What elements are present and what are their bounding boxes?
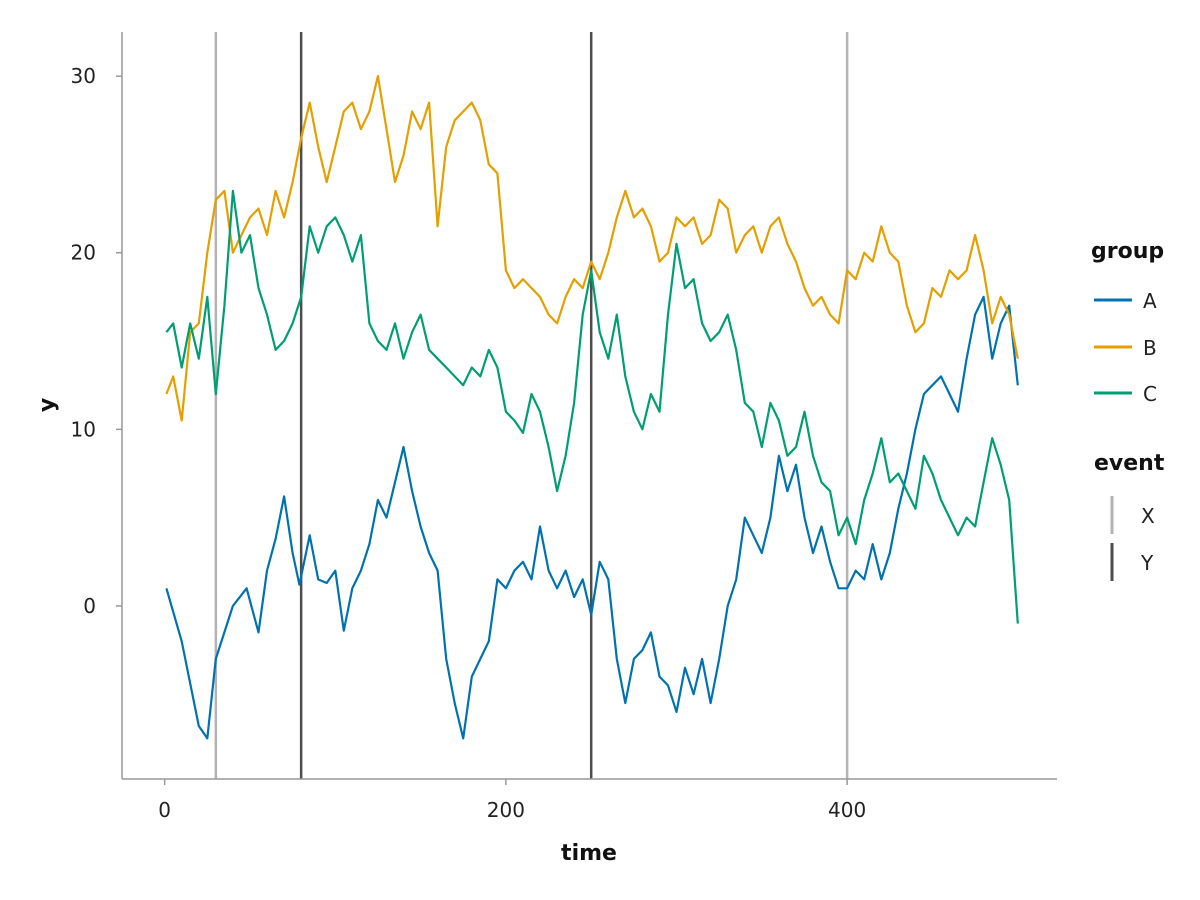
legend-label-b: B (1143, 336, 1157, 360)
series-line-a (165, 295, 1019, 740)
x-tick-label: 200 (487, 798, 525, 822)
legend-group-title: group (1091, 239, 1164, 264)
legend-label-c: C (1143, 382, 1157, 406)
x-axis-title: time (561, 841, 617, 866)
legend-event-title: event (1094, 451, 1165, 476)
axes (121, 32, 1057, 780)
legend-label-y: Y (1140, 551, 1154, 575)
y-tick-label: 0 (83, 594, 96, 618)
series-line-c (165, 189, 1019, 624)
x-tick-label: 400 (828, 798, 866, 822)
y-tick-label: 20 (71, 241, 96, 265)
y-tick-label: 30 (71, 64, 96, 88)
legend-label-x: X (1141, 504, 1155, 528)
y-axis-title: y (35, 398, 60, 412)
series-line-b (165, 74, 1019, 422)
ticks: 0 200 400 0 10 20 30 (71, 64, 867, 822)
legend-label-a: A (1143, 289, 1157, 313)
series-lines (165, 74, 1019, 740)
y-tick-label: 10 (71, 417, 96, 441)
legend: group A B C event X Y (1091, 239, 1165, 581)
event-lines (214, 32, 849, 779)
x-tick-label: 0 (158, 798, 171, 822)
